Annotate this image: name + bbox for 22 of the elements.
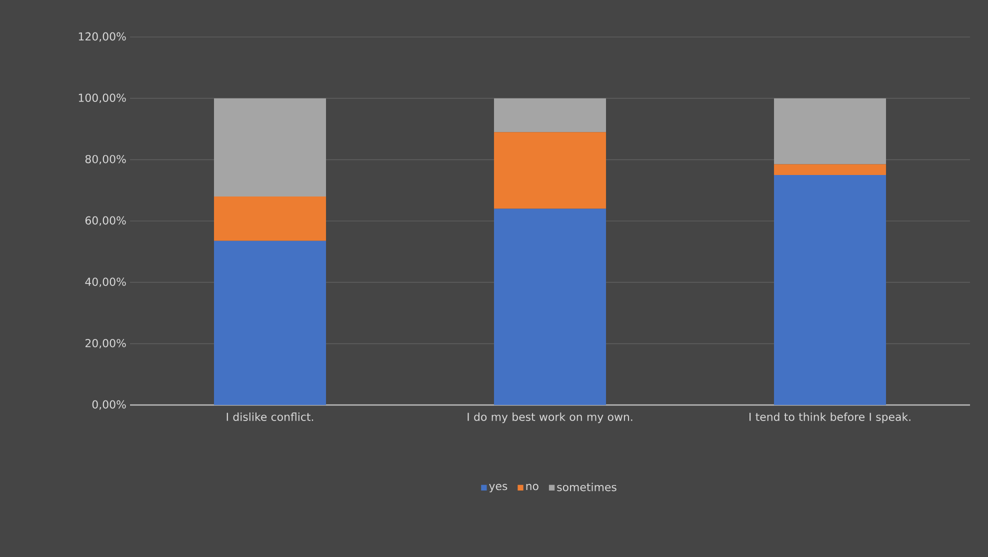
x-tick-label: I tend to think before I speak. <box>750 412 910 424</box>
bar <box>494 208 606 405</box>
bar <box>214 196 326 241</box>
bar <box>494 98 606 132</box>
bar <box>774 164 886 175</box>
y-tick-label: 80,00% <box>85 154 126 164</box>
y-tick-label: 60,00% <box>85 216 126 226</box>
y-tick-label: 100,00% <box>78 94 126 104</box>
y-tick-label: 40,00% <box>85 278 126 288</box>
y-tick-label: 0,00% <box>92 400 126 410</box>
x-tick-label: I dislike conflict. <box>226 412 314 421</box>
x-tick-label: I do my best work on my own. <box>468 412 632 424</box>
legend-label: yes <box>489 484 508 492</box>
bar <box>774 174 886 405</box>
bar <box>214 240 326 405</box>
bar <box>774 98 886 164</box>
bar <box>214 98 326 196</box>
y-tick-label: 120,00% <box>78 32 126 42</box>
bar <box>494 132 606 209</box>
legend-label: no <box>526 484 538 490</box>
y-tick-label: 20,00% <box>85 338 126 348</box>
legend-label: sometimes <box>557 482 616 492</box>
